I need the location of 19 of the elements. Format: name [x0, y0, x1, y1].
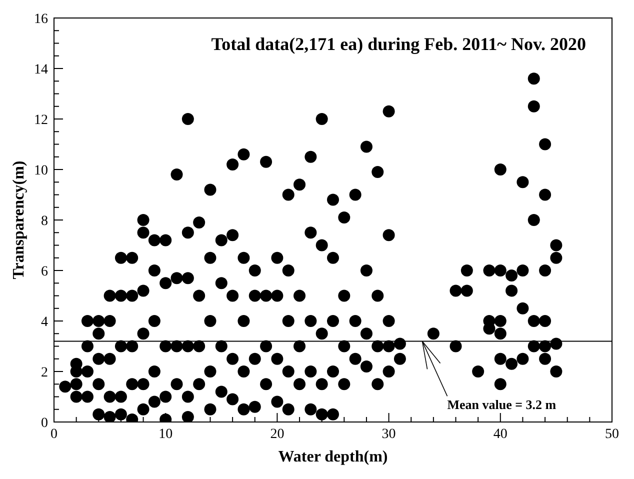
y-axis-title: Transparency(m) — [10, 160, 28, 280]
y-tick-label: 10 — [34, 164, 48, 178]
y-tick-label: 4 — [41, 315, 48, 330]
x-tick-label: 30 — [382, 427, 396, 442]
x-tick-label: 0 — [50, 427, 58, 442]
y-tick-label: 2 — [41, 366, 48, 380]
text: Total data(2,171 ea) during Feb. 2011~ Nov. 2020 — [211, 34, 586, 55]
x-axis-title: Water depth(m) — [278, 448, 388, 466]
x-tick-label: 40 — [493, 427, 508, 442]
y-tick-label: 16 — [34, 12, 48, 27]
x-tick-label: 20 — [270, 427, 284, 442]
y-tick-label: 6 — [41, 264, 48, 280]
x-tick-label: 10 — [158, 427, 173, 442]
y-tick-label: 0 — [41, 416, 48, 431]
annotation: Mean value = 3.2 m — [447, 397, 556, 412]
x-tick-label: 50 — [605, 427, 619, 442]
y-tick-label: 8 — [41, 214, 48, 229]
y-tick-label: 14 — [34, 62, 48, 78]
y-tick-label: 12 — [34, 113, 48, 128]
